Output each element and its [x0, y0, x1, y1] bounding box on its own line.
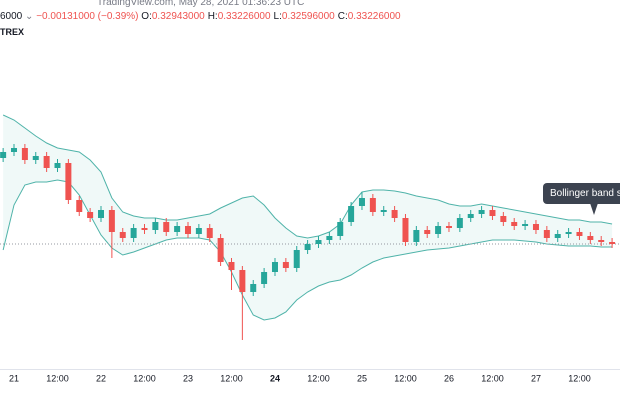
x-tick-label: 12:00	[568, 373, 591, 383]
candle-body	[163, 222, 170, 232]
x-tick-label: 24	[270, 373, 280, 383]
x-tick-label: 12:00	[481, 373, 504, 383]
candle-body	[54, 163, 61, 168]
candle-body	[228, 262, 235, 270]
candle-body	[130, 228, 137, 238]
candle-body	[369, 198, 376, 212]
candle-body	[456, 218, 463, 228]
ohlc-value: 0.33226000	[217, 11, 271, 22]
ohlc-key: O:	[141, 11, 152, 22]
x-tick-label: 12:00	[46, 373, 69, 383]
candle-body	[554, 234, 561, 238]
ohlc-value: 0.32596000	[281, 11, 335, 22]
candle-body	[522, 224, 529, 226]
candle-body	[65, 163, 72, 200]
ohlc-key: L:	[273, 11, 282, 22]
candle-body	[282, 262, 289, 268]
candle-body	[76, 200, 83, 212]
x-tick-label: 25	[357, 373, 367, 383]
x-tick-label: 12:00	[394, 373, 417, 383]
candle-body	[380, 210, 387, 212]
candle-body	[217, 238, 224, 262]
candle-body	[598, 240, 605, 242]
candle-body	[445, 226, 452, 228]
candle-body	[97, 210, 104, 218]
candle-body	[11, 148, 18, 152]
candle-body	[326, 236, 333, 240]
candle-body	[32, 156, 39, 160]
x-tick-label: 26	[444, 373, 454, 383]
candle-body	[609, 242, 616, 244]
ohlc-value: 0.33226000	[347, 11, 401, 22]
candle-body	[424, 230, 431, 234]
legend-row: 6000 ⌄ −0.00131000 (−0.39%) O:0.32943000…	[0, 11, 401, 22]
watermark: TradingView.com, May 28, 2021 01:36:23 U…	[97, 0, 305, 8]
candle-body	[337, 222, 344, 236]
annotation[interactable]: Bollinger band squ	[543, 183, 620, 204]
candle-body	[467, 214, 474, 218]
bollinger-band	[2, 179, 613, 321]
x-tick-label: 22	[96, 373, 106, 383]
candle-body	[315, 240, 322, 244]
x-tick-label: 12:00	[307, 373, 330, 383]
candle-body	[500, 216, 507, 222]
candle-body	[304, 244, 311, 250]
x-tick-label: 12:00	[220, 373, 243, 383]
candle-body	[0, 152, 7, 158]
candle-body	[543, 230, 550, 238]
ohlc-value: 0.32943000	[151, 11, 205, 22]
candle-body	[511, 222, 518, 226]
candle-body	[271, 262, 278, 272]
candle-body	[402, 218, 409, 242]
candle-body	[489, 210, 496, 216]
candle-body	[261, 272, 268, 284]
dropdown-arrow[interactable]: ⌄	[25, 11, 34, 22]
x-tick-label: 27	[531, 373, 541, 383]
candle-body	[21, 148, 28, 160]
candle-body	[532, 224, 539, 230]
ohlc: O:0.32943000 H:0.33226000 L:0.32596000 C:0.…	[141, 11, 400, 22]
candle-body	[184, 226, 191, 234]
candle-body	[413, 230, 420, 242]
x-tick-label: 21	[9, 373, 19, 383]
bollinger-band	[2, 114, 613, 239]
x-tick-label: 23	[183, 373, 193, 383]
exchange: TREX	[0, 27, 25, 37]
candle-body	[152, 222, 159, 230]
candle-body	[195, 228, 202, 234]
candle-body	[293, 250, 300, 268]
ohlc-key: C:	[337, 11, 348, 22]
x-tick-label: 12:00	[133, 373, 156, 383]
price: 6000	[0, 11, 23, 22]
candle-body	[43, 156, 50, 168]
candle-body	[206, 228, 213, 238]
candle-body	[391, 210, 398, 218]
candle-body	[108, 210, 115, 232]
candle-body	[587, 236, 594, 240]
ohlc-key: H:	[207, 11, 218, 22]
candle-body	[119, 232, 126, 238]
band-fill	[3, 115, 613, 320]
candle-body	[348, 206, 355, 222]
candle-body	[239, 270, 246, 292]
candle-body	[565, 232, 572, 234]
candle-body	[358, 198, 365, 206]
candle-body	[141, 228, 148, 230]
candle-body	[250, 284, 257, 292]
change: −0.00131000 (−0.39%)	[36, 11, 139, 22]
candle-body	[576, 232, 583, 236]
candle-body	[478, 210, 485, 214]
candle-body	[435, 226, 442, 234]
annotation-pointer	[590, 203, 598, 215]
candle-body	[87, 212, 94, 218]
candle-body	[174, 226, 181, 232]
